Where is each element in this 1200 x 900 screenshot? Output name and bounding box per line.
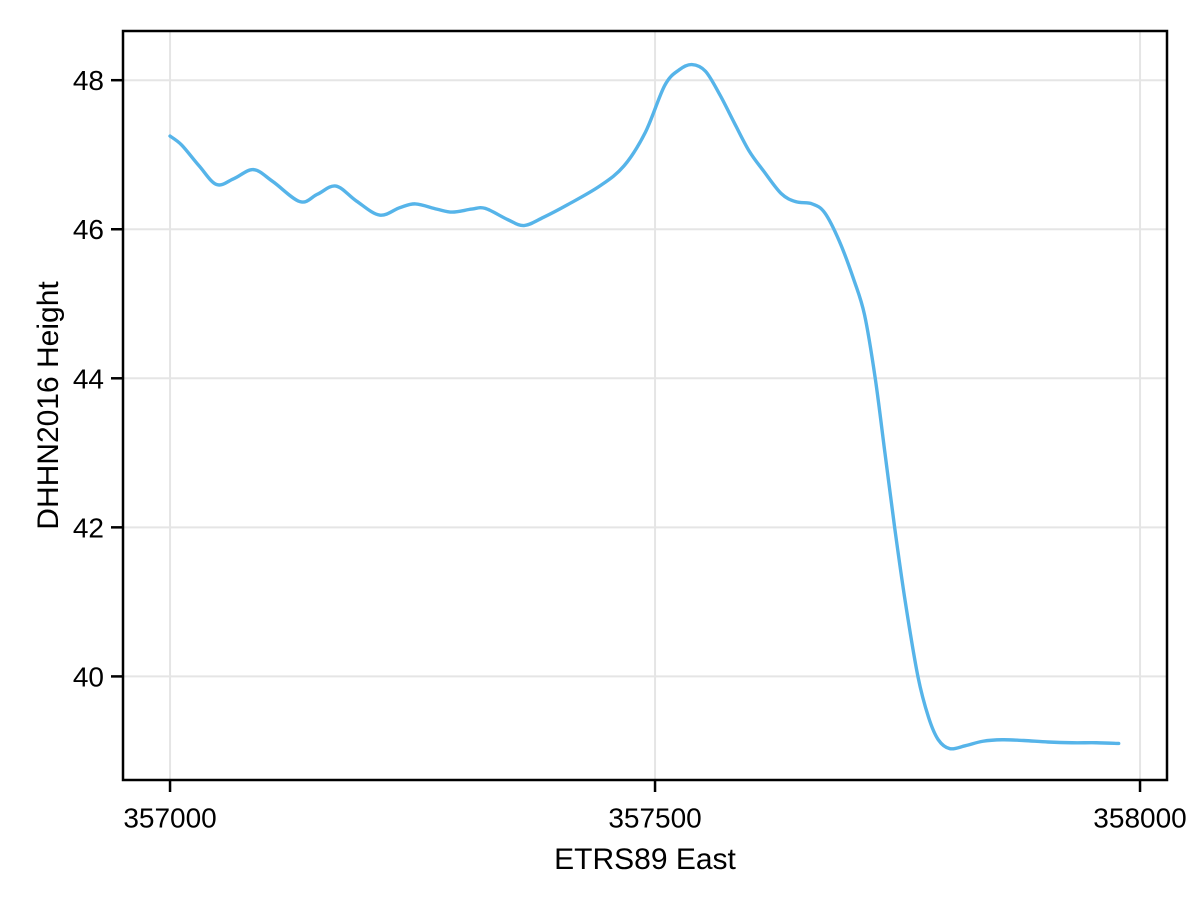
y-gridlines [123,79,1167,678]
y-tick-label: 48 [73,65,104,96]
y-tick-label: 40 [73,661,104,692]
y-tick-labels: 40 42 44 46 48 [73,65,104,692]
x-tick-marks [168,780,1142,792]
x-tick-labels: 357000 357500 358000 [123,803,1186,834]
plot-border [121,29,1169,782]
x-tick-label: 357500 [608,803,701,834]
y-tick-marks [111,78,123,678]
x-tick-label: 357000 [123,803,216,834]
y-tick-label: 46 [73,214,104,245]
y-tick-label: 44 [73,363,104,394]
x-gridlines [169,31,1142,780]
y-axis-label: DHHN2016 Height [32,281,65,530]
height-profile-line [168,62,1121,751]
y-tick-label: 42 [73,512,104,543]
x-axis-label: ETRS89 East [554,843,736,876]
x-tick-label: 358000 [1093,803,1186,834]
